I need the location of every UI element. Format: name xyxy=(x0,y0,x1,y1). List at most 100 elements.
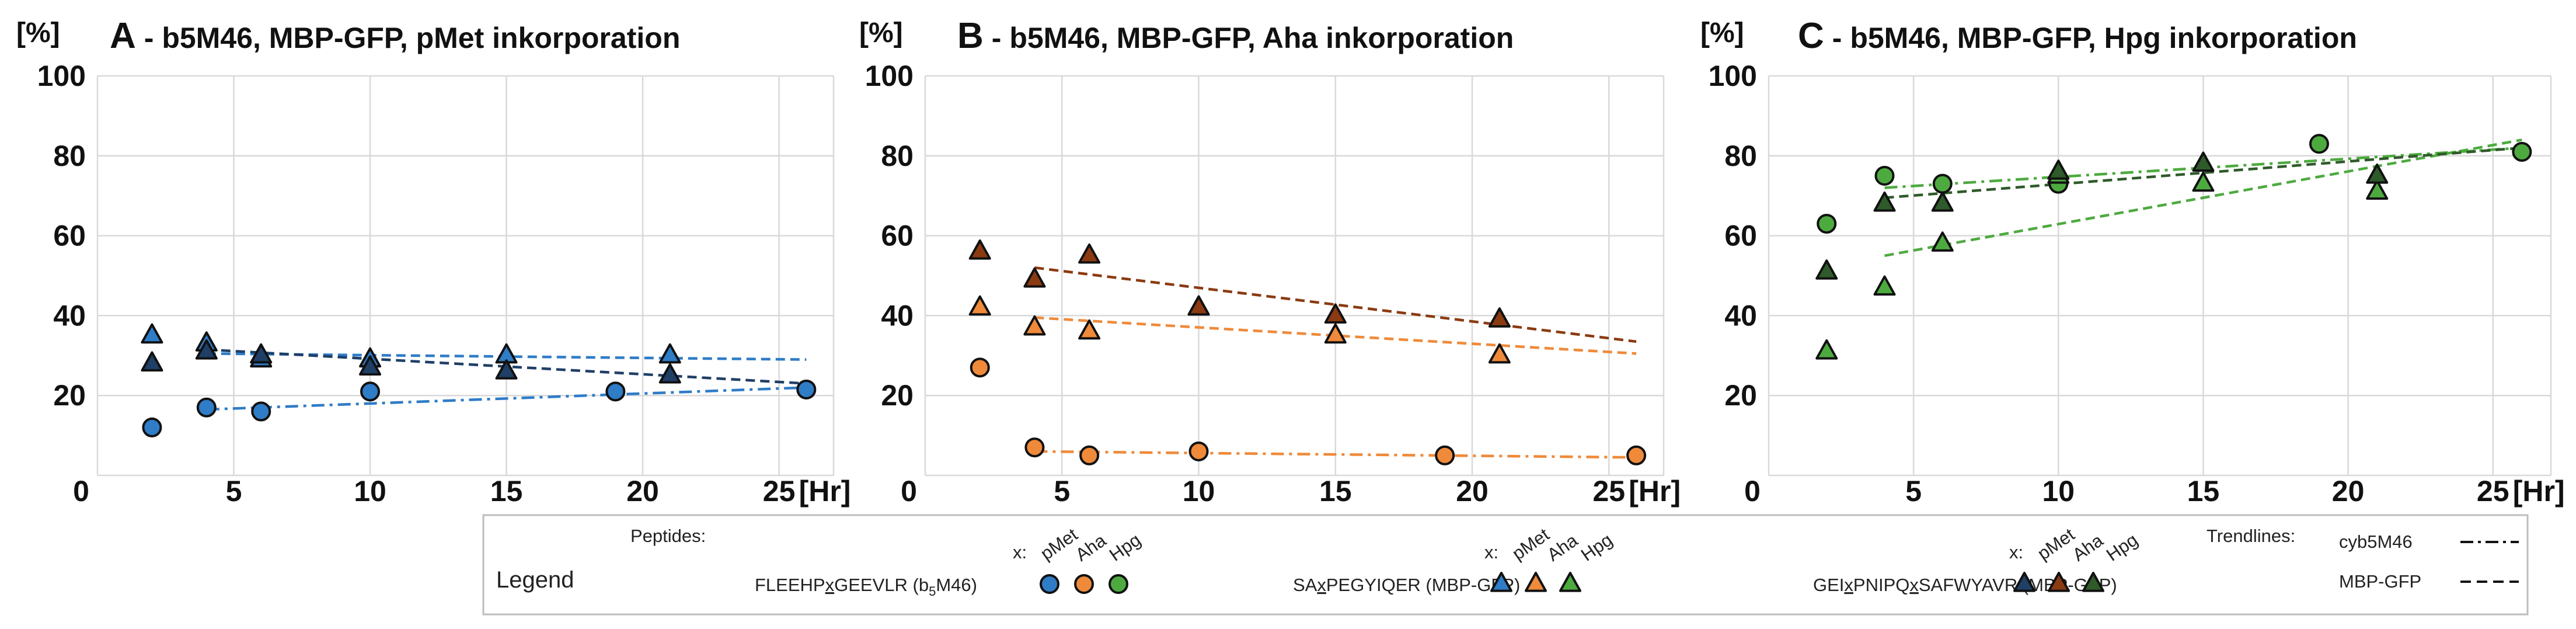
legend-frame xyxy=(482,514,2529,616)
data-point-triangle xyxy=(1873,275,1896,296)
legend-x-label-3: x: xyxy=(2009,542,2023,562)
data-point-circle xyxy=(251,401,271,422)
data-point-triangle xyxy=(1078,243,1101,264)
x-tick-label: 0 xyxy=(901,475,917,508)
trendline-cyb5m46 xyxy=(1034,450,1637,459)
panel-title-text: - b5M46, MBP-GFP, Aha inkorporation xyxy=(992,22,1514,54)
legend-marker-triangle xyxy=(2013,572,2035,592)
x-tick-label: 10 xyxy=(354,475,386,508)
x-tick-label: 0 xyxy=(1744,475,1761,508)
legend-peptide-1: FLEEHPxGEEVLR (b5M46) xyxy=(755,575,977,599)
data-point-circle xyxy=(970,357,990,378)
panel-letter: C xyxy=(1798,16,1824,56)
x-tick-label: 15 xyxy=(1319,475,1352,508)
y-tick-label: 60 xyxy=(881,220,914,252)
y-tick-label: 100 xyxy=(37,60,86,92)
legend-marker-triangle xyxy=(1490,572,1512,592)
data-point-triangle xyxy=(250,343,273,364)
panel-title: A- b5M46, MBP-GFP, pMet inkorporation xyxy=(110,16,680,56)
x-tick-label: 0 xyxy=(73,475,89,508)
data-point-circle xyxy=(1435,445,1455,465)
data-point-circle xyxy=(142,417,162,437)
data-point-triangle xyxy=(1324,323,1347,344)
data-point-triangle xyxy=(1873,191,1896,212)
data-point-triangle xyxy=(968,239,991,260)
trendline-mbp-gfp xyxy=(1034,316,1637,355)
y-tick-label: 80 xyxy=(1724,140,1757,172)
data-point-circle xyxy=(1079,445,1100,465)
panel-letter: B xyxy=(957,16,984,56)
data-point-triangle xyxy=(2192,171,2215,192)
x-tick-label: 20 xyxy=(2332,475,2365,508)
data-point-triangle xyxy=(495,359,518,380)
data-point-circle xyxy=(196,397,217,418)
data-point-circle xyxy=(360,381,381,402)
data-point-triangle xyxy=(1078,319,1101,340)
data-point-triangle xyxy=(1488,307,1511,328)
y-unit-label: [%] xyxy=(1700,18,1744,48)
legend-title: Legend xyxy=(496,567,574,593)
data-point-circle xyxy=(1024,437,1045,458)
legend-trend-label-mbp-gfp: MBP-GFP xyxy=(2339,571,2421,592)
trendline-mbp-gfp xyxy=(1884,146,2522,199)
y-tick-label: 20 xyxy=(53,379,86,412)
data-point-circle xyxy=(1932,173,1953,194)
data-point-circle xyxy=(1626,445,1647,465)
data-point-triangle xyxy=(658,343,681,364)
x-tick-label: 25 xyxy=(2477,475,2509,508)
y-tick-label: 60 xyxy=(1724,220,1757,252)
panel-title: C- b5M46, MBP-GFP, Hpg inkorporation xyxy=(1798,16,2357,56)
data-point-circle xyxy=(2309,134,2329,154)
data-point-triangle xyxy=(1815,259,1838,280)
y-unit-label: [%] xyxy=(16,18,60,48)
data-point-triangle xyxy=(359,355,382,376)
data-point-triangle xyxy=(2366,179,2389,200)
x-tick-label: 20 xyxy=(1456,475,1489,508)
y-tick-label: 100 xyxy=(1709,60,1757,92)
y-tick-label: 40 xyxy=(1724,299,1757,332)
legend-peptide-2: SAxPEGYIQER (MBP-GFP) xyxy=(1293,575,1520,595)
legend-trend-label-cyb5m46: cyb5M46 xyxy=(2339,531,2413,552)
y-tick-label: 100 xyxy=(865,60,914,92)
trendline-cyb5m46 xyxy=(206,386,807,411)
x-tick-label: 10 xyxy=(1183,475,1215,508)
y-unit-label: [%] xyxy=(859,18,903,48)
data-point-circle xyxy=(1188,441,1209,461)
x-tick-label: 25 xyxy=(1592,475,1625,508)
legend-marker-triangle xyxy=(2048,572,2070,592)
trendline-mbp-gfp xyxy=(1884,138,2522,258)
legend-x-label-1: x: xyxy=(1013,542,1027,562)
panel-b: [%] B- b5M46, MBP-GFP, Aha inkorporation… xyxy=(859,16,1681,508)
legend-marker-circle xyxy=(1040,574,1059,594)
x-unit-label: [Hr] xyxy=(799,475,851,508)
data-point-triangle xyxy=(195,339,218,360)
legend-marker-triangle xyxy=(1525,572,1547,592)
legend-marker-circle xyxy=(1109,574,1128,594)
panel-c: [%] C- b5M46, MBP-GFP, Hpg inkorporation… xyxy=(1700,16,2565,508)
data-point-triangle xyxy=(658,363,681,384)
data-point-triangle xyxy=(1324,303,1347,324)
panel-title: B- b5M46, MBP-GFP, Aha inkorporation xyxy=(957,16,1514,56)
data-point-circle xyxy=(2512,141,2532,162)
panel-title-text: - b5M46, MBP-GFP, pMet inkorporation xyxy=(144,22,681,54)
data-point-triangle xyxy=(2366,164,2389,184)
legend-trendlines-label: Trendlines: xyxy=(2206,526,2295,546)
y-tick-label: 40 xyxy=(53,299,86,332)
data-point-circle xyxy=(1874,166,1895,186)
legend-marker-circle xyxy=(1074,574,1094,594)
data-point-triangle xyxy=(1815,339,1838,360)
data-point-triangle xyxy=(2192,151,2215,172)
data-point-triangle xyxy=(1931,231,1954,252)
data-point-triangle xyxy=(1023,315,1046,336)
legend-marker-triangle xyxy=(2082,572,2104,592)
x-tick-label: 10 xyxy=(2042,475,2075,508)
data-point-triangle xyxy=(2047,159,2070,180)
legend-marker-triangle xyxy=(1559,572,1581,592)
data-point-triangle xyxy=(141,323,163,344)
x-unit-label: [Hr] xyxy=(1629,475,1681,508)
y-tick-label: 80 xyxy=(53,140,86,172)
x-tick-label: 5 xyxy=(1054,475,1070,508)
panel-a: [%] A- b5M46, MBP-GFP, pMet inkorporatio… xyxy=(16,16,850,508)
y-tick-label: 20 xyxy=(1724,379,1757,412)
data-point-triangle xyxy=(141,351,163,372)
